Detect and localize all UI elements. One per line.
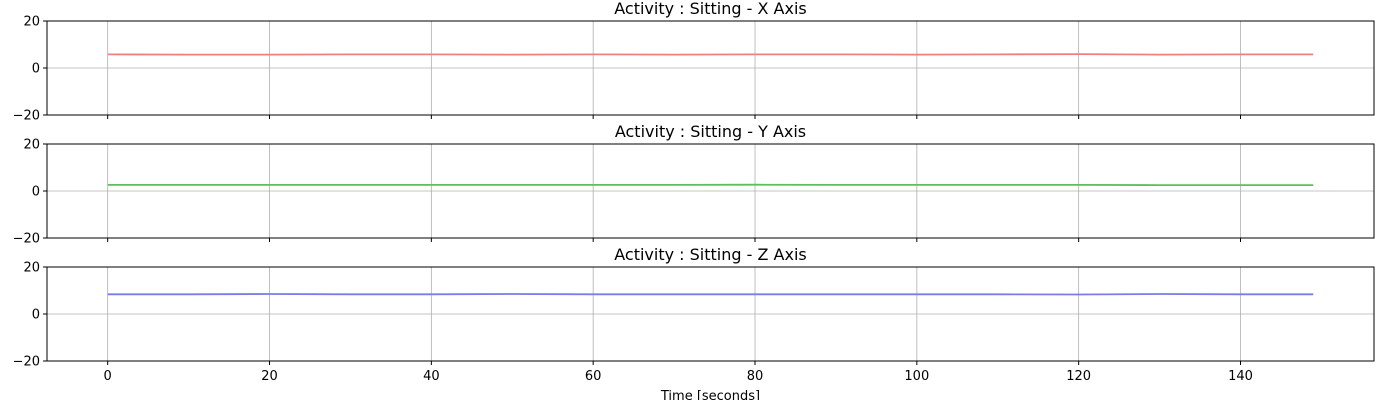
y-tick-label: −20 bbox=[13, 355, 40, 370]
subplot-0: −20 0 20 Activity : Sitting - X Axis bbox=[13, 0, 1375, 124]
x-tick-label: 140 bbox=[1228, 369, 1253, 384]
subplot-title: Activity : Sitting - X Axis bbox=[614, 0, 806, 18]
y-tick-label: 20 bbox=[23, 15, 40, 30]
x-tick-label: 60 bbox=[585, 369, 602, 384]
x-tick-label: 80 bbox=[747, 369, 764, 384]
subplot-1: −20 0 20 Activity : Sitting - Y Axis bbox=[13, 122, 1375, 247]
x-tick-label: 0 bbox=[104, 369, 112, 384]
x-axis-label: Time [seconds] bbox=[660, 389, 760, 400]
x-tick-label: 120 bbox=[1066, 369, 1091, 384]
x-tick-label: 100 bbox=[904, 369, 929, 384]
y-tick-label: 20 bbox=[23, 261, 40, 276]
y-tick-label: 20 bbox=[23, 138, 40, 153]
y-tick-label: 0 bbox=[32, 185, 40, 200]
y-tick-label: −20 bbox=[13, 232, 40, 247]
x-tick-label: 40 bbox=[423, 369, 440, 384]
y-tick-label: 0 bbox=[32, 62, 40, 77]
x-tick-label: 20 bbox=[261, 369, 278, 384]
subplot-title: Activity : Sitting - Z Axis bbox=[614, 245, 806, 264]
series-line bbox=[107, 53, 1314, 56]
subplot-2: 0 20 40 60 80 100 120 140 −20 0 20 Activity : Sitti… bbox=[13, 245, 1375, 400]
subplot-title: Activity : Sitting - Y Axis bbox=[615, 122, 806, 141]
y-tick-label: 0 bbox=[32, 308, 40, 323]
y-tick-label: −20 bbox=[13, 109, 40, 124]
series-line bbox=[107, 293, 1314, 296]
